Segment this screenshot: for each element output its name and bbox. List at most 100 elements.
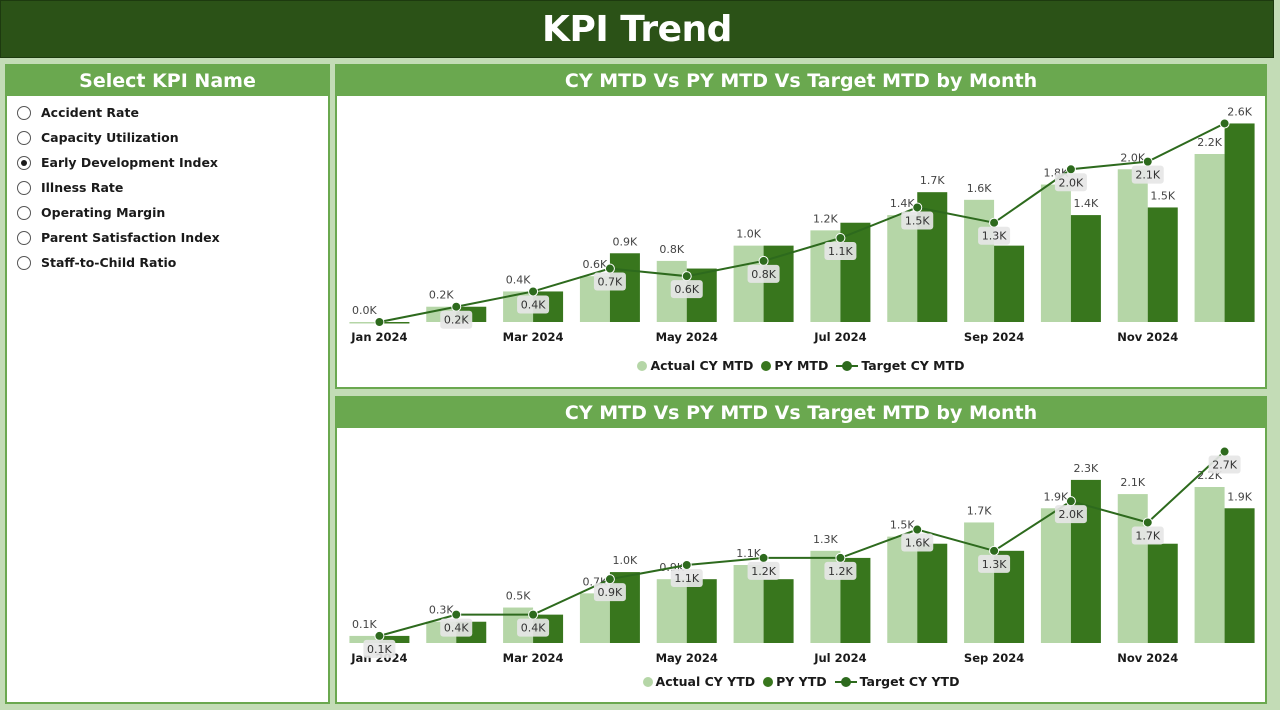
target-point [1065,496,1076,507]
bar-actual [733,245,764,322]
label-text: 0.9K [598,586,623,599]
bar-py [1224,508,1255,643]
legend-line-marker [834,676,857,687]
slicer-option-operating-margin[interactable]: Operating Margin [17,200,328,225]
data-label-target: 1.7K [1131,526,1164,545]
target-line [379,122,1226,323]
radio-button[interactable] [17,155,31,170]
target-point [681,560,692,570]
target-point [758,255,769,266]
data-label-actual: 0.1K [352,618,377,631]
label-background [901,211,934,230]
bar-py [1147,543,1178,643]
data-label-actual: 0.3K [429,604,454,617]
data-label-py: 1.7K [920,174,945,187]
data-label-actual: 0.0K [352,304,377,317]
slicer-option-staff-to-child-ratio[interactable]: Staff-to-Child Ratio [17,250,328,275]
chart-title: CY MTD Vs PY MTD Vs Target MTD by Month [337,66,1265,96]
x-tick-label: Nov 2024 [1117,651,1178,665]
data-label-py: 2.6K [1227,105,1252,118]
label-text: 1.1K [674,572,699,585]
x-tick-label: Jan 2024 [350,330,407,344]
bar-actual [1194,487,1225,643]
legend-item[interactable]: Target CY YTD [834,674,960,689]
data-label-actual: 1.0K [736,228,761,241]
data-label-target: 2.0K [1054,505,1087,524]
legend-label: Target CY YTD [859,674,960,689]
data-label-actual: 1.5K [890,519,915,532]
bar-actual [1117,169,1148,322]
legend-item[interactable]: PY MTD [761,358,828,373]
legend-dot-marker [763,676,774,687]
data-label-target: 1.5K [901,211,934,230]
target-point [1142,156,1153,167]
label-background [670,280,703,299]
slicer-option-illness-rate[interactable]: Illness Rate [17,175,328,200]
label-text: 1.6K [905,537,930,550]
label-background [901,533,934,552]
x-tick-label: Sep 2024 [964,330,1024,344]
mtd-chart-panel: CY MTD Vs PY MTD Vs Target MTD by Month … [335,64,1267,389]
target-point [912,202,923,213]
label-background [978,226,1011,245]
radio-button[interactable] [17,230,31,245]
data-label-target: 0.6K [670,280,703,299]
label-text: 1.5K [905,214,930,227]
bar-py [763,579,794,643]
target-line [379,450,1226,637]
slicer-option-parent-satisfaction-index[interactable]: Parent Satisfaction Index [17,225,328,250]
target-point [374,317,385,327]
bar-actual [349,322,380,324]
label-background [1131,526,1164,545]
legend-dot-marker [642,676,653,687]
target-point [528,609,539,620]
label-background [517,618,550,637]
bar-py [379,635,410,643]
bar-py [763,245,794,322]
label-background [670,569,703,587]
slicer-options: Accident Rate Capacity Utilization Early D… [7,96,328,275]
target-point [451,301,462,312]
label-background [440,310,473,329]
target-point [758,552,769,563]
data-label-actual: 2.2K [1197,136,1222,149]
label-background [747,561,780,580]
legend-item[interactable]: PY YTD [763,674,827,689]
label-background [363,639,396,658]
data-label-actual: 2.0K [1120,151,1145,164]
x-tick-label: Sep 2024 [964,651,1024,665]
slicer-option-accident-rate[interactable]: Accident Rate [17,100,328,125]
data-label-target: 1.3K [978,554,1011,573]
chart-legend: Actual CY MTD PY MTD Target CY MTD [337,358,1265,373]
label-background [747,264,780,283]
slicer-option-capacity-utilization[interactable]: Capacity Utilization [17,125,328,150]
data-label-actual: 0.5K [506,590,531,603]
x-tick-label: Jul 2024 [813,330,866,344]
target-point [1142,517,1153,528]
legend-item[interactable]: Actual CY YTD [642,674,756,689]
data-label-target: 2.1K [1131,165,1164,184]
bar-py [686,579,717,643]
label-background [824,561,857,580]
data-label-target: 0.7K [593,272,626,291]
radio-button[interactable] [17,130,31,145]
data-label-target: 0.8K [747,264,780,283]
legend-dot-marker [637,360,648,371]
radio-button[interactable] [17,180,31,195]
legend-line-marker [836,360,859,371]
radio-button[interactable] [17,105,31,120]
legend-label: PY YTD [776,674,827,689]
target-point [528,286,539,297]
x-tick-label: Jul 2024 [813,651,866,665]
label-background [440,618,473,637]
slicer-option-early-development-index[interactable]: Early Development Index [17,150,328,175]
radio-button[interactable] [17,205,31,220]
dashboard-header: KPI Trend [0,0,1274,58]
legend-label: Actual CY YTD [655,674,756,689]
legend-item[interactable]: Target CY MTD [836,358,965,373]
legend-item[interactable]: Actual CY MTD [637,358,753,373]
radio-button[interactable] [17,255,31,270]
bar-actual [1194,154,1225,322]
label-text: 2.0K [1059,176,1084,189]
